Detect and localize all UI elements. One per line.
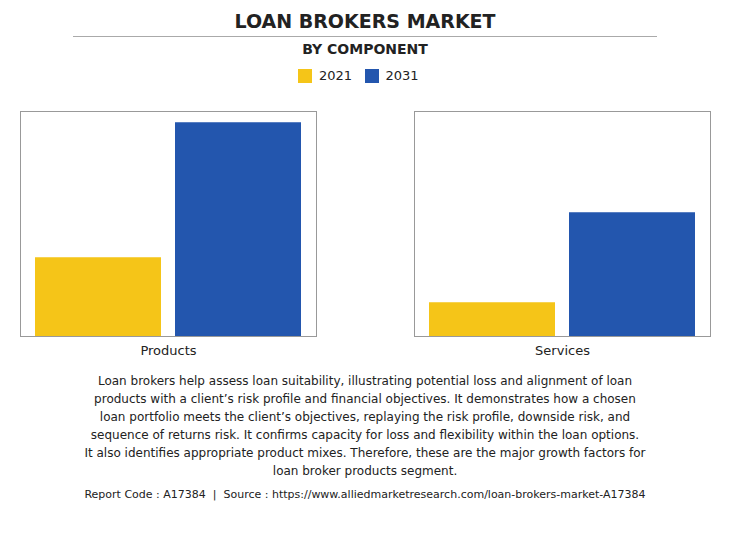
html-text:LOAN BROKERS MARKET: LOAN BROKERS MARKET bbox=[234, 10, 496, 32]
html-text:BY COMPONENT: BY COMPONENT bbox=[302, 41, 428, 57]
html-text:2031: 2031 bbox=[385, 68, 419, 83]
html-text:Loan brokers help assess loan: Loan brokers help assess loan suitabilit… bbox=[84, 373, 646, 478]
html-text:Report Code : A17384 | Source: Report Code : A17384 | Source : https://… bbox=[84, 487, 646, 501]
html-text:2021: 2021 bbox=[318, 68, 352, 83]
svg-text:Products: Products bbox=[140, 342, 196, 357]
svg-text:Services: Services bbox=[535, 342, 590, 357]
